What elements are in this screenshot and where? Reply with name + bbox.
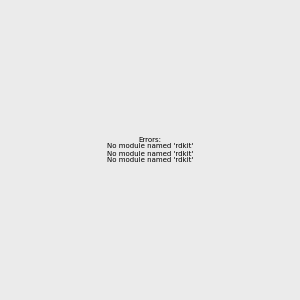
Text: Errors:
No module named 'rdkit'
No module named 'rdkit'
No module named 'rdkit': Errors: No module named 'rdkit' No modul…	[107, 136, 193, 164]
